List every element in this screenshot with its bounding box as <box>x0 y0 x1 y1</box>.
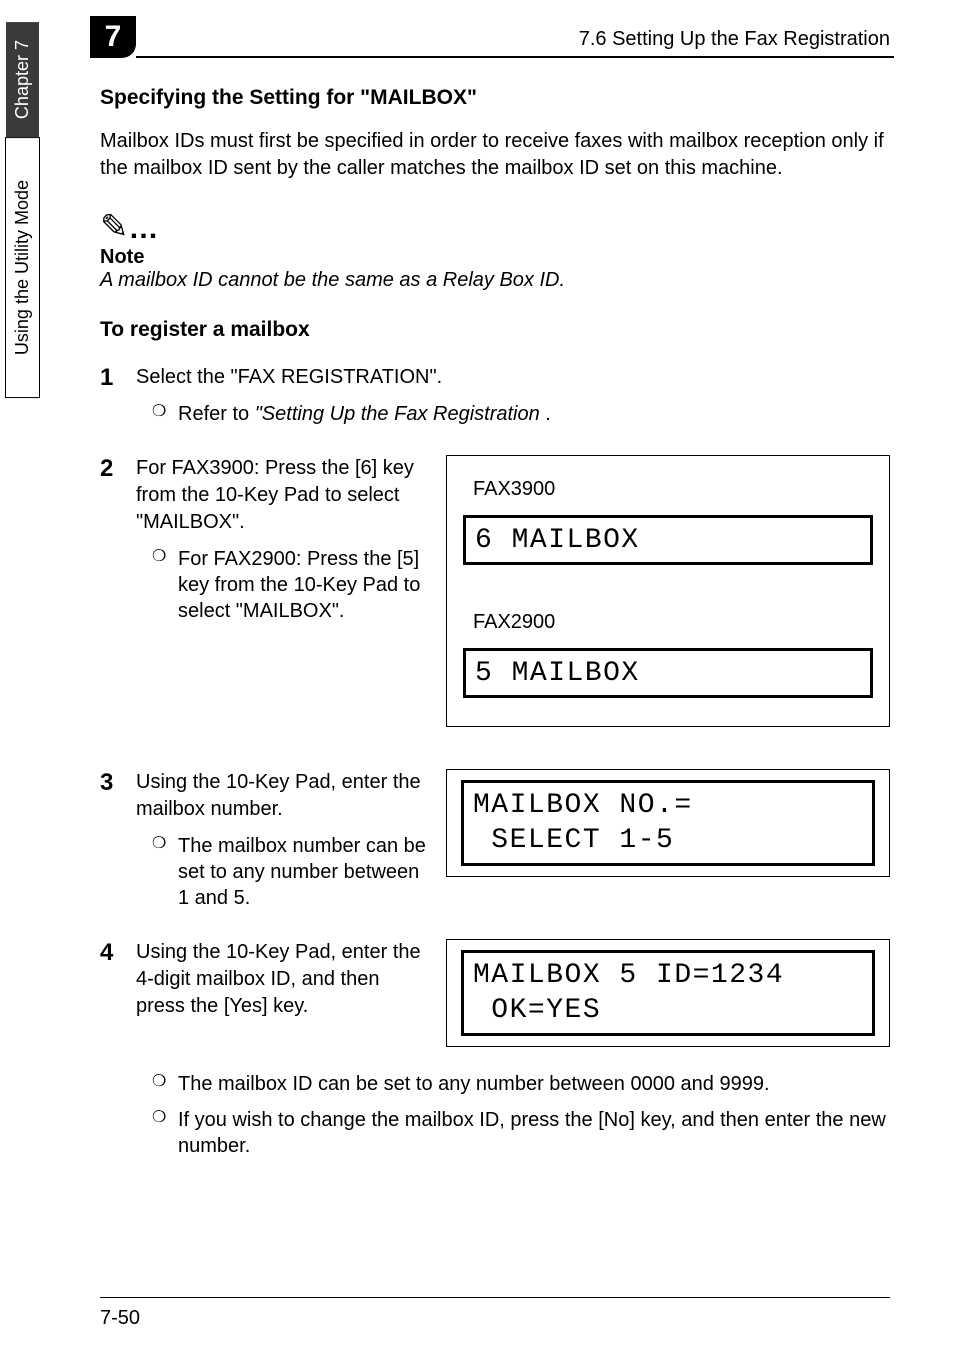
mode-tab: Using the Utility Mode <box>5 137 40 398</box>
bullet-icon: ❍ <box>152 401 178 427</box>
lcd-panel: MAILBOX NO.= SELECT 1-5 <box>446 769 890 877</box>
bullet-text: Refer to "Setting Up the Fax Registratio… <box>178 401 890 427</box>
lcd-screen: 6 MAILBOX <box>463 515 873 565</box>
lcd-panel-group: FAX3900 6 MAILBOX FAX2900 5 MAILBOX <box>446 455 890 727</box>
step4-left: Using the 10-Key Pad, enter the 4-digit … <box>136 939 426 1061</box>
bullet-text: The mailbox ID can be set to any number … <box>178 1071 890 1097</box>
bullet-text: If you wish to change the mailbox ID, pr… <box>178 1107 890 1159</box>
procedure-title: To register a mailbox <box>100 318 890 342</box>
step-4: 4 Using the 10-Key Pad, enter the 4-digi… <box>100 939 890 1159</box>
lcd-screen: 5 MAILBOX <box>463 648 873 698</box>
step3-left: Using the 10-Key Pad, enter the mailbox … <box>136 769 426 911</box>
step-number: 3 <box>100 769 136 911</box>
note-dots: … <box>129 212 163 245</box>
chapter-badge: 7 <box>90 16 136 58</box>
side-tabs: Chapter 7 Using the Utility Mode <box>0 22 44 398</box>
step-2: 2 For FAX3900: Press the [6] key from th… <box>100 455 890 741</box>
lcd-panel: MAILBOX 5 ID=1234 OK=YES <box>446 939 890 1047</box>
lcd-label-fax2900: FAX2900 <box>473 609 873 636</box>
step-body: Using the 10-Key Pad, enter the 4-digit … <box>136 939 890 1159</box>
bullet-icon: ❍ <box>152 1071 178 1097</box>
lcd-screen: MAILBOX NO.= SELECT 1-5 <box>461 780 875 866</box>
bullet-text: The mailbox number can be set to any num… <box>178 833 426 911</box>
step2-text: For FAX3900: Press the [6] key from the … <box>136 455 426 536</box>
step4-bullet1: ❍ The mailbox ID can be set to any numbe… <box>152 1071 890 1097</box>
page-content: Specifying the Setting for "MAILBOX" Mai… <box>100 86 890 1187</box>
steps-list: 1 Select the "FAX REGISTRATION". ❍ Refer… <box>100 364 890 1159</box>
step1-text: Select the "FAX REGISTRATION". <box>136 364 890 391</box>
step4-bullet2: ❍ If you wish to change the mailbox ID, … <box>152 1107 890 1159</box>
chapter-tab: Chapter 7 <box>6 22 39 137</box>
section-header: 7.6 Setting Up the Fax Registration <box>579 28 890 51</box>
step3-text: Using the 10-Key Pad, enter the mailbox … <box>136 769 426 823</box>
note-label: Note <box>100 246 890 269</box>
step3-panel: MAILBOX NO.= SELECT 1-5 <box>446 769 890 911</box>
section-intro: Mailbox IDs must first be specified in o… <box>100 128 890 182</box>
step-body: Using the 10-Key Pad, enter the mailbox … <box>136 769 890 911</box>
step-number: 1 <box>100 364 136 427</box>
step1-bullet: ❍ Refer to "Setting Up the Fax Registrat… <box>152 401 890 427</box>
page-number: 7-50 <box>100 1307 140 1330</box>
step-1: 1 Select the "FAX REGISTRATION". ❍ Refer… <box>100 364 890 427</box>
step-number: 4 <box>100 939 136 1159</box>
bottom-rule <box>100 1297 890 1298</box>
step-3: 3 Using the 10-Key Pad, enter the mailbo… <box>100 769 890 911</box>
step2-panels: FAX3900 6 MAILBOX FAX2900 5 MAILBOX <box>446 455 890 741</box>
step4-text: Using the 10-Key Pad, enter the 4-digit … <box>136 939 426 1020</box>
step4-panel: MAILBOX 5 ID=1234 OK=YES <box>446 939 890 1061</box>
top-rule <box>136 56 894 58</box>
section-title: Specifying the Setting for "MAILBOX" <box>100 86 890 110</box>
step-body: Select the "FAX REGISTRATION". ❍ Refer t… <box>136 364 890 427</box>
step-body: For FAX3900: Press the [6] key from the … <box>136 455 890 741</box>
lcd-screen: MAILBOX 5 ID=1234 OK=YES <box>461 950 875 1036</box>
bullet-text: For FAX2900: Press the [5] key from the … <box>178 546 426 624</box>
step3-bullet: ❍ The mailbox number can be set to any n… <box>152 833 426 911</box>
pencil-icon: ✎ <box>100 210 129 244</box>
bullet-icon: ❍ <box>152 1107 178 1159</box>
step-number: 2 <box>100 455 136 741</box>
bullet-icon: ❍ <box>152 546 178 624</box>
step2-bullet: ❍ For FAX2900: Press the [5] key from th… <box>152 546 426 624</box>
bullet-icon: ❍ <box>152 833 178 911</box>
lcd-label-fax3900: FAX3900 <box>473 476 873 503</box>
note-text: A mailbox ID cannot be the same as a Rel… <box>100 269 890 292</box>
step2-left: For FAX3900: Press the [6] key from the … <box>136 455 426 741</box>
note-block: ✎… Note A mailbox ID cannot be the same … <box>100 210 890 292</box>
